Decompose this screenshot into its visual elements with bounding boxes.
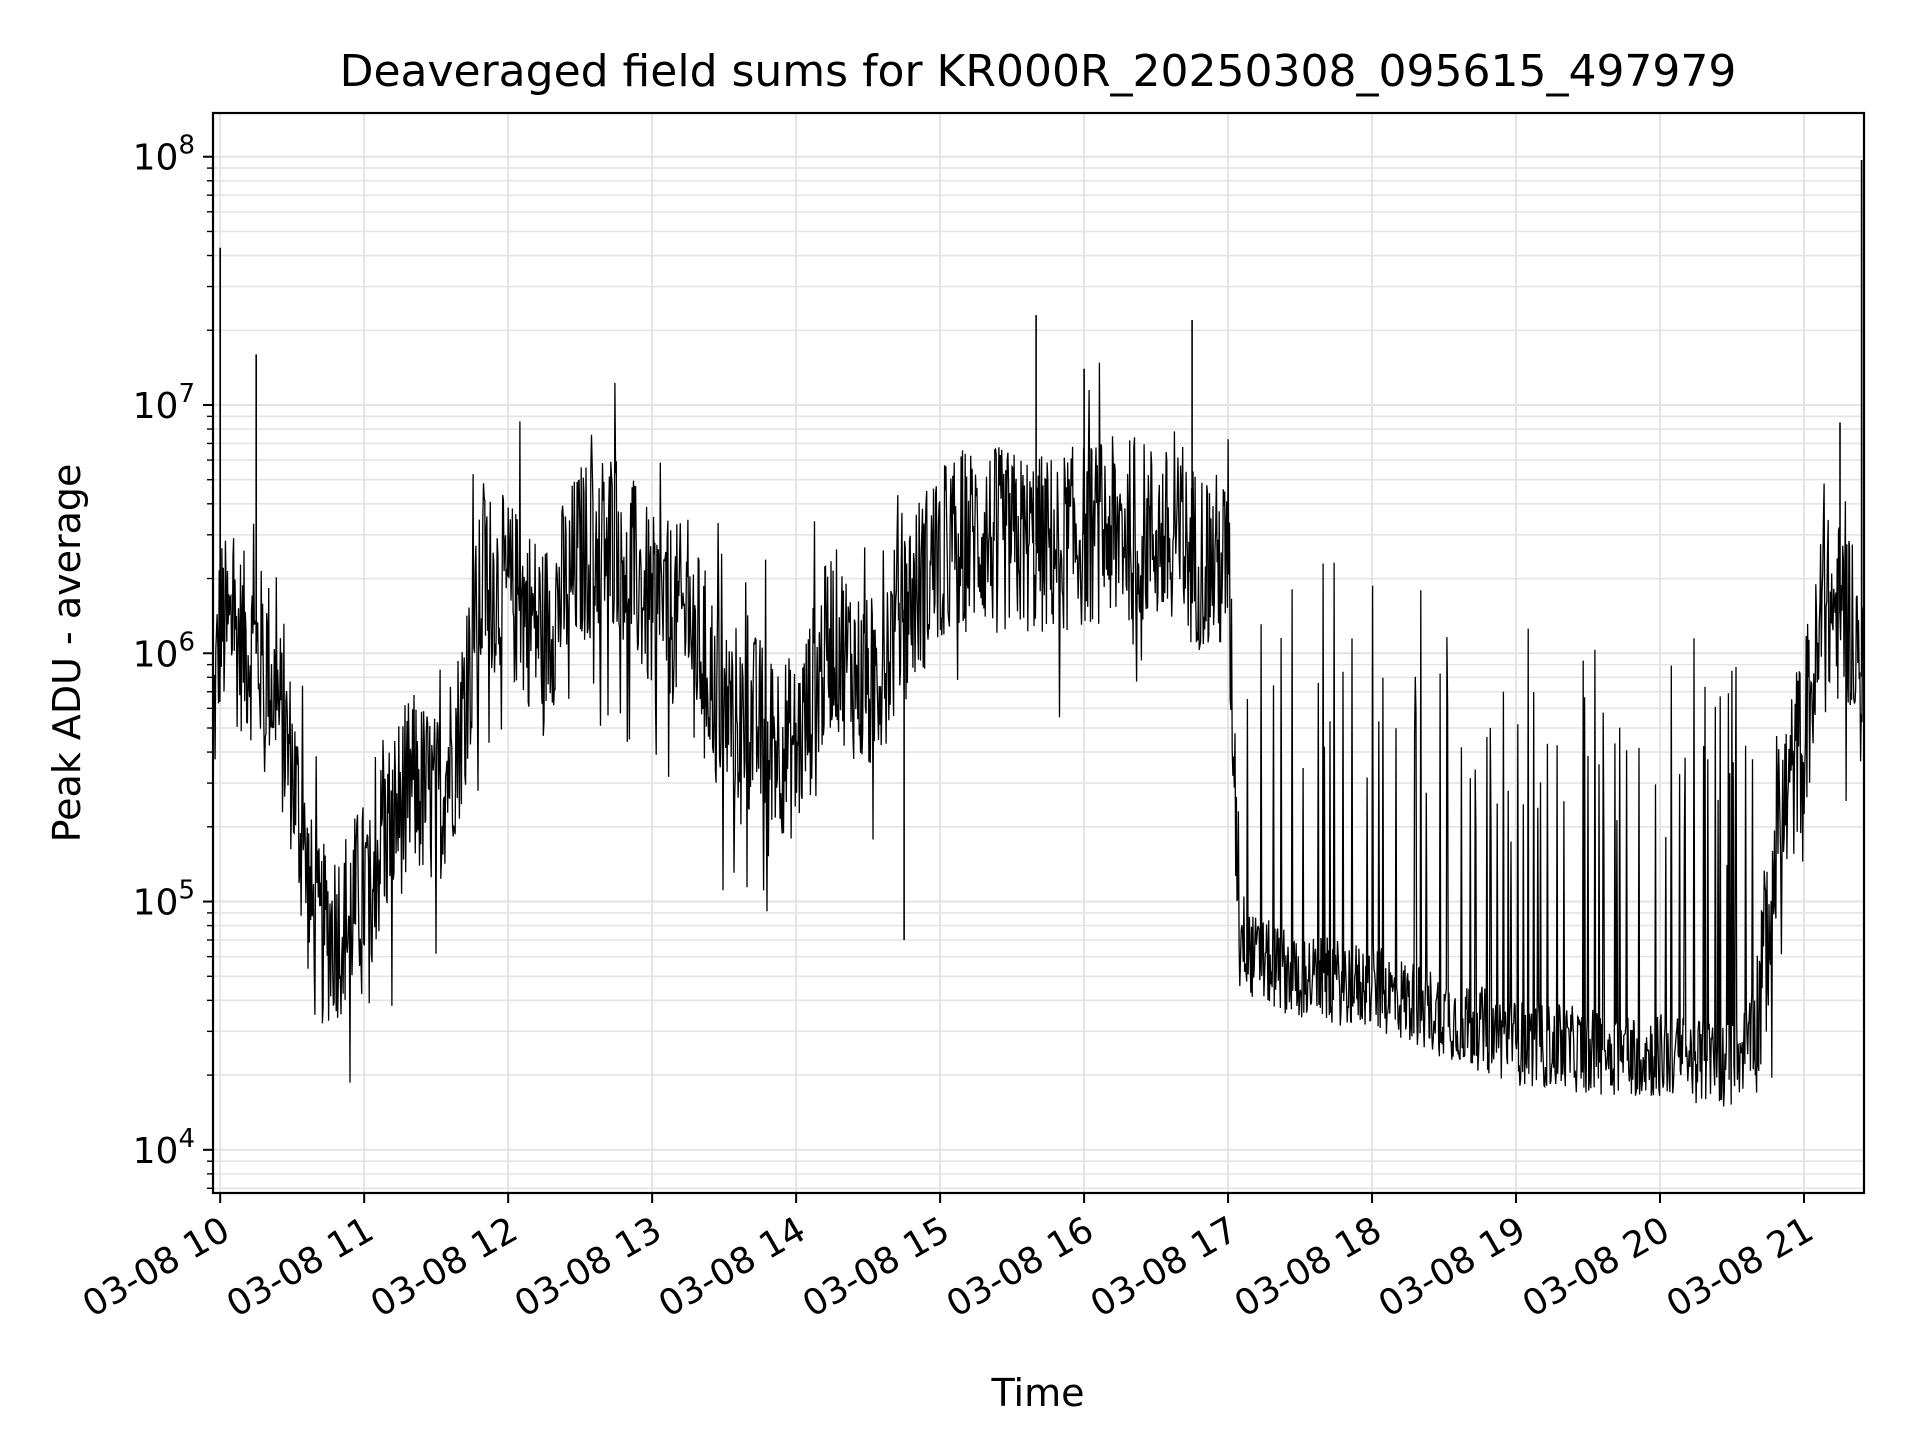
data-series-line <box>212 362 1865 1107</box>
y-tick-label: 108 <box>133 131 195 179</box>
x-axis-label: Time <box>991 1371 1085 1415</box>
plot-data <box>212 160 1865 1107</box>
y-tick-label: 104 <box>133 1124 195 1172</box>
y-axis-label: Peak ADU - average <box>45 464 89 843</box>
y-tick-label: 105 <box>133 876 195 924</box>
y-tick-label: 107 <box>133 379 195 427</box>
chart-title: Deaveraged field sums for KR000R_2025030… <box>340 46 1737 97</box>
y-tick-label: 106 <box>133 627 195 675</box>
y-axis-ticks: 104 105 106 107 108 <box>133 131 213 1189</box>
